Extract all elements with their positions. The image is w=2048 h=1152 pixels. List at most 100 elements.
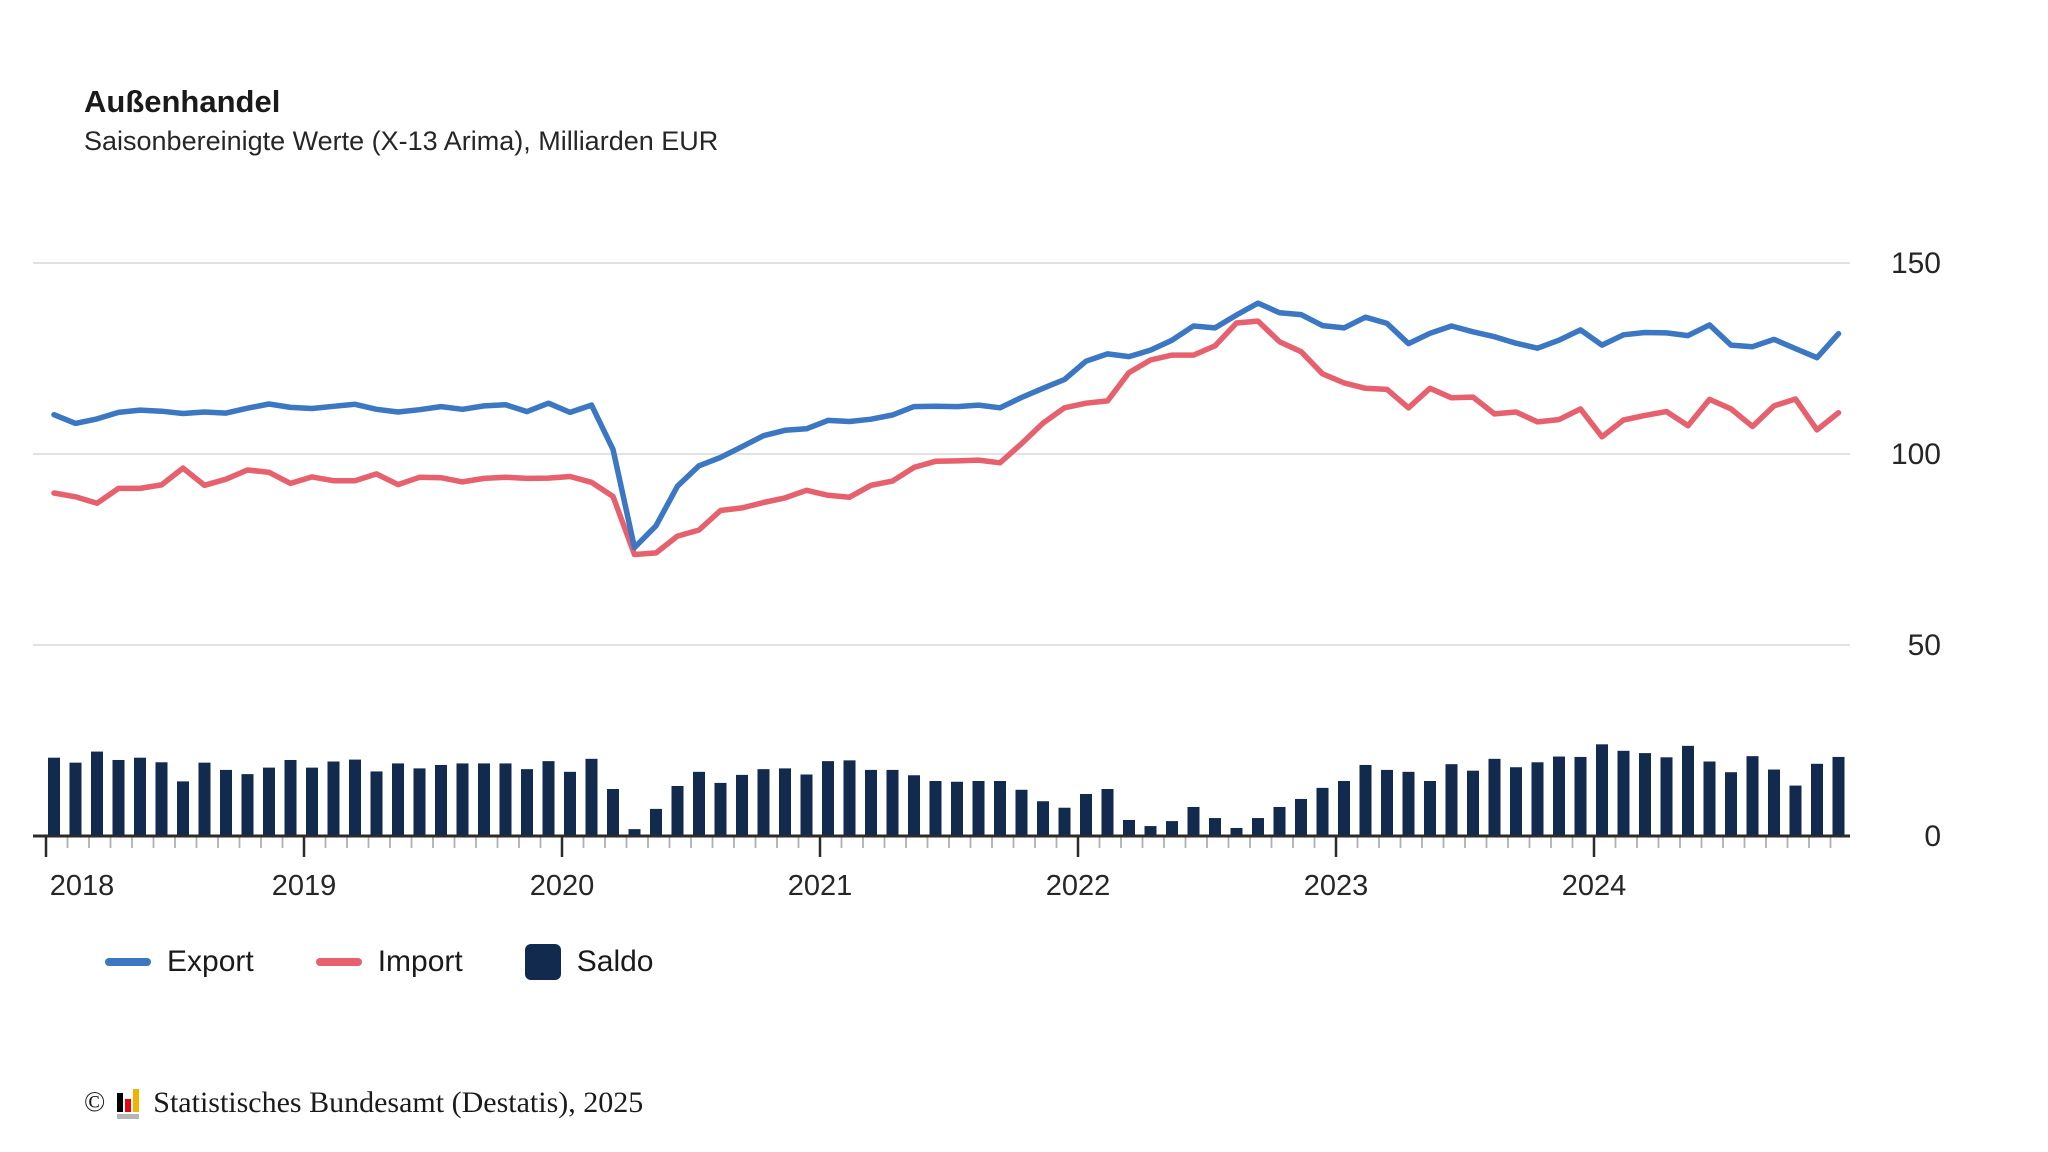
chart-subtitle: Saisonbereinigte Werte (X-13 Arima), Mil…	[84, 126, 719, 156]
saldo-bar	[392, 763, 404, 835]
saldo-bar	[1359, 764, 1372, 835]
saldo-bar	[650, 808, 662, 835]
saldo-bar	[1101, 789, 1114, 835]
chart-title: Außenhandel	[84, 84, 281, 119]
saldo-bar	[1273, 806, 1286, 835]
saldo-bar	[241, 774, 254, 835]
saldo-bar	[1789, 785, 1802, 835]
legend-item-import: Import	[315, 945, 463, 979]
saldo-bar	[908, 775, 920, 835]
saldo-bar	[1703, 761, 1716, 835]
x-axis-label-2023: 2023	[1304, 870, 1369, 902]
saldo-bar	[1574, 756, 1587, 835]
saldo-bar	[1467, 770, 1479, 835]
saldo-bar	[607, 789, 619, 835]
saldo-bar	[91, 751, 103, 835]
saldo-bar	[951, 781, 963, 835]
saldo-bar	[1295, 798, 1307, 835]
source-note: © Statistisches Bundesamt (Destatis), 20…	[84, 1086, 643, 1120]
chart-legend: Export Import Saldo	[105, 944, 653, 980]
saldo-bar	[714, 782, 727, 835]
saldo-bar	[1230, 827, 1243, 835]
x-axis-label-2019: 2019	[272, 870, 337, 902]
legend-label-import: Import	[377, 945, 463, 978]
saldo-bar	[1381, 769, 1393, 835]
saldo-bar	[779, 768, 791, 835]
saldo-bar	[628, 829, 641, 835]
legend-label-saldo: Saldo	[576, 945, 654, 978]
saldo-bar	[456, 763, 469, 835]
saldo-bar	[757, 769, 770, 835]
saldo-bar	[671, 785, 684, 835]
saldo-bar	[542, 761, 555, 835]
saldo-bar	[1316, 787, 1329, 835]
import-line-swatch-icon	[315, 958, 362, 966]
saldo-bar	[263, 767, 275, 835]
saldo-bar	[134, 757, 146, 835]
saldo-bar	[1187, 806, 1200, 835]
saldo-bar	[1424, 780, 1436, 835]
saldo-bar	[1617, 750, 1630, 835]
y-axis-label-100: 100	[1891, 438, 1941, 471]
saldo-bar	[1015, 789, 1028, 835]
saldo-bar	[499, 763, 512, 835]
saldo-bar	[1080, 793, 1092, 835]
export-line	[51, 300, 1842, 551]
saldo-bar	[1531, 762, 1544, 835]
saldo-bar	[1488, 758, 1501, 835]
saldo-bar	[198, 762, 211, 835]
saldo-bar	[1553, 756, 1565, 835]
saldo-bar	[112, 759, 125, 835]
import-line	[51, 318, 1842, 558]
saldo-bar	[155, 762, 168, 835]
saldo-bar	[1252, 818, 1264, 835]
x-axis-label-2020: 2020	[530, 870, 595, 902]
copyright-symbol: ©	[84, 1087, 106, 1118]
x-axis-label-2024: 2024	[1562, 870, 1627, 902]
saldo-bar	[220, 769, 232, 835]
saldo-bar	[1338, 780, 1350, 835]
saldo-bar	[1725, 772, 1737, 835]
saldo-bar	[177, 781, 189, 835]
y-axis-label-50: 50	[1908, 629, 1941, 662]
saldo-bar	[736, 774, 748, 835]
y-axis-label-0: 0	[1924, 820, 1941, 853]
saldo-bar	[1445, 764, 1458, 835]
saldo-bar	[1209, 818, 1221, 835]
legend-item-export: Export	[105, 945, 254, 979]
saldo-bar	[1166, 821, 1178, 835]
y-axis-label-150: 150	[1891, 247, 1941, 280]
saldo-bar	[1682, 745, 1694, 835]
saldo-bar	[1832, 756, 1845, 835]
saldo-bar	[1037, 801, 1049, 835]
x-axis-label-2018: 2018	[50, 870, 115, 902]
source-text: Statistisches Bundesamt (Destatis), 2025	[153, 1086, 644, 1119]
saldo-bar	[1058, 807, 1071, 835]
saldo-bar	[1768, 769, 1780, 835]
saldo-bar	[1660, 757, 1673, 835]
saldo-bar	[48, 757, 60, 835]
saldo-bar	[1596, 744, 1608, 835]
export-line-swatch-icon	[105, 958, 151, 966]
saldo-bar	[370, 771, 383, 835]
saldo-bar	[69, 762, 82, 835]
saldo-bar	[886, 769, 899, 835]
saldo-bar	[1510, 767, 1522, 835]
x-axis-label-2022: 2022	[1046, 870, 1111, 902]
saldo-bar	[994, 780, 1006, 835]
saldo-bar	[564, 771, 576, 835]
saldo-bar	[865, 769, 877, 835]
saldo-bar	[1144, 826, 1157, 835]
saldo-bar	[478, 763, 490, 835]
destatis-logo-icon	[117, 1089, 140, 1119]
saldo-bar	[929, 780, 942, 835]
legend-label-export: Export	[167, 945, 254, 978]
saldo-bar	[1402, 771, 1415, 835]
saldo-bar	[413, 768, 426, 835]
legend-item-saldo: Saldo	[524, 944, 654, 980]
saldo-bar	[585, 758, 598, 835]
saldo-bar	[822, 761, 834, 835]
saldo-bar	[306, 767, 318, 835]
